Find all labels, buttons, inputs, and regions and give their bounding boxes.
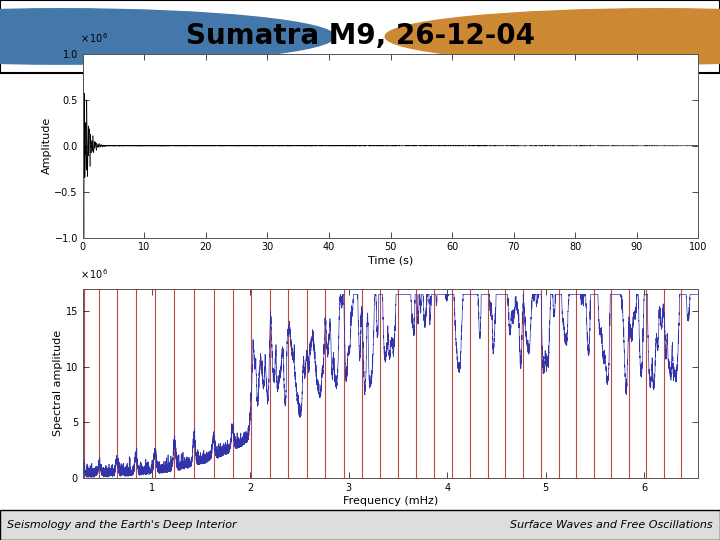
Circle shape [385,9,720,64]
Circle shape [0,9,335,64]
Text: Seismology and the Earth's Deep Interior: Seismology and the Earth's Deep Interior [7,520,237,530]
X-axis label: Time (s): Time (s) [368,255,413,265]
Y-axis label: Amplitude: Amplitude [42,117,52,174]
Text: Sumatra M9, 26-12-04: Sumatra M9, 26-12-04 [186,23,534,50]
Text: $\times\,10^6$: $\times\,10^6$ [80,267,108,281]
X-axis label: Frequency (mHz): Frequency (mHz) [343,496,438,505]
Text: $\times\,10^6$: $\times\,10^6$ [80,31,108,45]
Text: Surface Waves and Free Oscillations: Surface Waves and Free Oscillations [510,520,713,530]
Y-axis label: Spectral amplitude: Spectral amplitude [53,330,63,436]
